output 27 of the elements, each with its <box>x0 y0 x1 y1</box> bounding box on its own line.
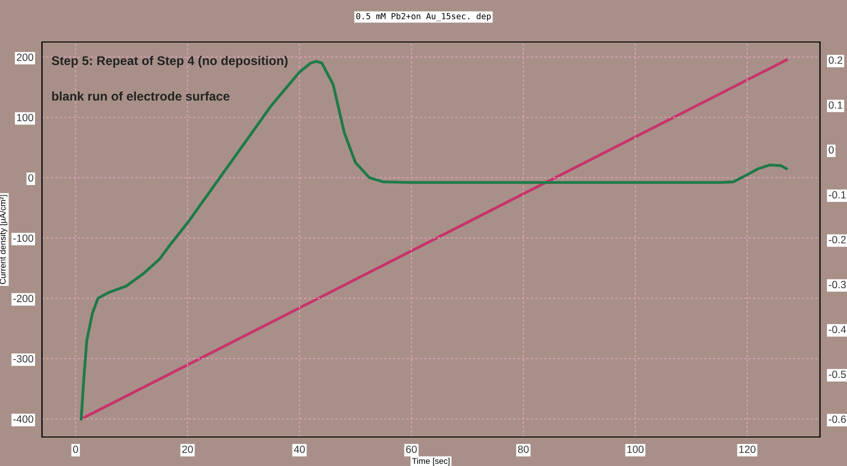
annotation: Step 5: Repeat of Step 4 (no deposition) <box>52 56 288 68</box>
y2-tick-label: -0.3 <box>828 280 846 288</box>
y2-tick-label: -0.2 <box>828 236 846 244</box>
x-tick-label: 0 <box>73 446 78 453</box>
y-tick-label: -100 <box>13 234 34 242</box>
x-tick-label: 60 <box>406 446 417 453</box>
y2-tick-label: -0.5 <box>828 370 846 378</box>
annotation: blank run of electrode surface <box>52 91 230 101</box>
y2-tick-label: -0.4 <box>828 326 846 334</box>
x-tick-label: 120 <box>739 446 756 453</box>
y-tick-label: -400 <box>13 415 34 423</box>
x-tick-label: 80 <box>518 446 529 453</box>
chart-title: 0.5 mM Pb2+on Au_15sec. dep <box>356 12 491 22</box>
x-tick-label: 40 <box>294 446 305 453</box>
x-tick-label: 100 <box>627 446 644 453</box>
y2-tick-label: -0.6 <box>828 416 846 423</box>
y2-tick-label: -0.1 <box>828 191 846 198</box>
y2-tick-label: 0.1 <box>828 101 842 109</box>
y-tick-label: 0 <box>28 174 34 182</box>
y-tick-label: 200 <box>16 54 34 61</box>
y2-tick-label: 0 <box>828 146 834 154</box>
x-tick-label: 20 <box>182 446 193 453</box>
y-tick-label: -200 <box>13 294 34 302</box>
x-axis-title: Time [sec] <box>412 458 450 466</box>
y2-tick-label: 0.2 <box>828 56 842 64</box>
y-tick-label: 100 <box>17 114 34 122</box>
y-tick-label: -300 <box>13 355 34 362</box>
